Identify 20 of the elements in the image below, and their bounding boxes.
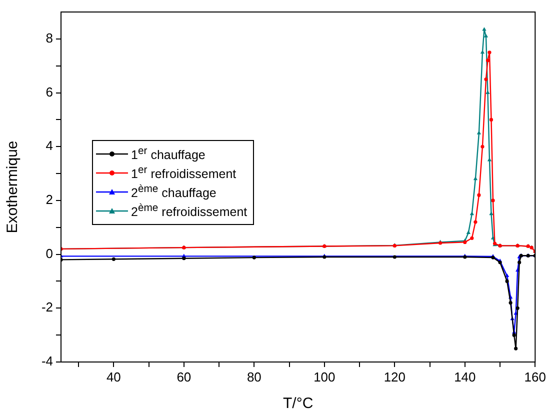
x-axis-title: T/°C xyxy=(282,395,314,412)
y-tick-label: 8 xyxy=(46,30,53,46)
x-tick-label: 160 xyxy=(524,369,546,384)
y-tick-label: -4 xyxy=(41,354,53,369)
x-tick-label: 120 xyxy=(384,369,406,384)
y-axis-title: Exothermique xyxy=(4,140,22,234)
x-tick-label: 140 xyxy=(454,369,476,384)
y-tick-label: 4 xyxy=(46,138,53,154)
x-tick-label: 60 xyxy=(176,369,192,384)
y-tick-label: 6 xyxy=(46,84,53,100)
y-tick-label: 2 xyxy=(46,192,53,208)
legend-label: 1$^{er}$ chauffage xyxy=(131,145,206,164)
y-tick-label: 0 xyxy=(46,246,53,261)
x-tick-label: 80 xyxy=(246,369,262,384)
legend-label: 2$^{ème}$ chauffage xyxy=(131,183,216,202)
legend-label: 2$^{ème}$ refroidissement xyxy=(131,202,248,221)
x-tick-label: 100 xyxy=(314,369,336,384)
y-tick-label: -2 xyxy=(41,300,53,315)
x-tick-label: 40 xyxy=(106,369,121,384)
legend-label: 1$^{er}$ refroidissement xyxy=(131,164,236,182)
